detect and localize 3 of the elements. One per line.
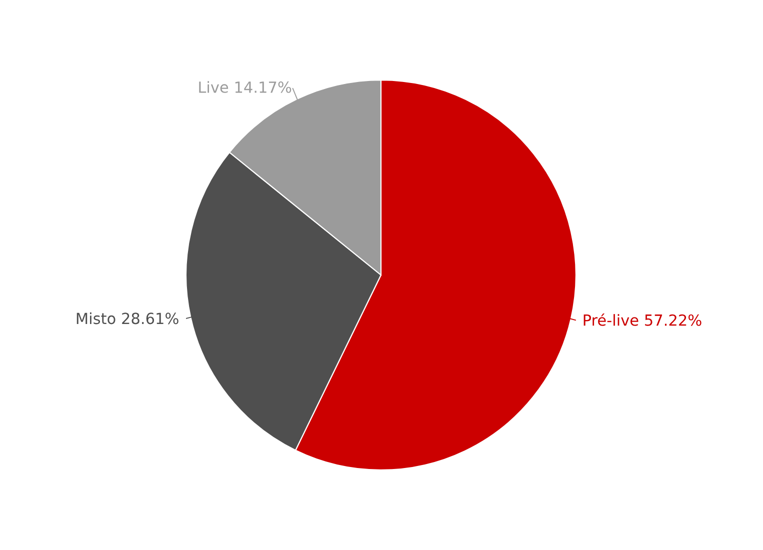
slice-label: Pré-live 57.22% <box>584 313 702 326</box>
slice-label: Live 14.17% <box>199 81 292 93</box>
slice-label: Misto 28.61% <box>76 312 178 324</box>
